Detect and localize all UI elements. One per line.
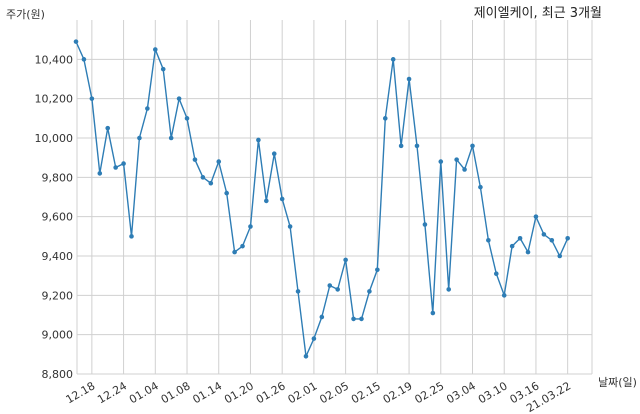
data-point — [327, 283, 333, 288]
data-point — [438, 159, 444, 164]
x-tick-label: 02.19 — [381, 379, 415, 406]
data-point — [97, 171, 103, 176]
data-point — [359, 316, 364, 322]
y-tick-label: 9,400 — [42, 250, 74, 263]
data-point — [192, 157, 198, 162]
x-tick-label: 02.05 — [317, 379, 351, 406]
data-point — [517, 236, 523, 241]
data-point — [137, 135, 142, 141]
data-point — [541, 232, 547, 237]
data-point — [549, 237, 555, 243]
data-point — [208, 180, 214, 186]
data-point — [121, 161, 126, 166]
x-tick-labels: 12.1812.2401.0401.0801.1401.2001.2602.01… — [64, 379, 574, 414]
data-point — [279, 196, 285, 202]
data-point — [446, 287, 452, 292]
y-tick-label: 9,000 — [42, 329, 74, 342]
grid — [76, 20, 593, 375]
x-tick-label: 02.25 — [413, 379, 447, 406]
x-tick-label: 03.04 — [444, 379, 478, 406]
data-point — [478, 184, 483, 190]
data-point — [232, 249, 237, 255]
data-point — [311, 336, 317, 341]
x-tick-label: 02.15 — [349, 379, 383, 406]
series-line — [75, 41, 569, 359]
data-point — [240, 243, 245, 249]
data-point — [73, 39, 79, 44]
x-tick-label: 12.24 — [95, 379, 129, 406]
data-point — [398, 143, 404, 149]
data-point — [486, 237, 491, 243]
x-tick-label: 01.20 — [222, 379, 256, 406]
data-point — [335, 287, 340, 292]
x-tick-label: 01.26 — [254, 379, 288, 406]
data-point — [160, 66, 166, 72]
data-point — [256, 137, 261, 143]
x-axis-label: 날짜(일) — [598, 375, 637, 389]
y-axis-label: 주가(원) — [6, 8, 45, 21]
data-point — [565, 236, 570, 241]
data-point — [145, 106, 150, 111]
data-point — [406, 76, 412, 82]
data-point — [81, 57, 87, 62]
data-point — [470, 143, 475, 149]
y-tick-label: 10,200 — [35, 93, 74, 106]
data-point — [264, 198, 269, 204]
data-point — [295, 289, 301, 294]
y-tick-label: 9,600 — [42, 211, 74, 224]
data-point — [89, 96, 95, 101]
data-point — [375, 267, 380, 273]
data-point — [462, 167, 467, 172]
data-point — [454, 157, 459, 162]
data-point — [105, 125, 111, 131]
chart-title: 제이엘케이, 최근 3개월 — [474, 6, 602, 21]
price-series — [73, 39, 570, 359]
data-point — [248, 224, 253, 229]
data-point — [129, 234, 134, 239]
data-point — [216, 159, 222, 164]
data-point — [557, 253, 563, 259]
data-point — [200, 175, 206, 180]
y-tick-label: 9,800 — [42, 171, 74, 184]
data-point — [271, 151, 277, 157]
data-point — [303, 354, 309, 359]
x-tick-label: 03.10 — [476, 379, 510, 406]
y-tick-label: 8,800 — [42, 368, 74, 381]
data-point — [430, 310, 436, 316]
data-point — [382, 116, 388, 121]
data-point — [287, 224, 293, 229]
x-tick-label: 12.18 — [64, 379, 98, 406]
data-point — [414, 143, 420, 149]
data-point — [168, 135, 174, 141]
y-tick-label: 9,200 — [42, 289, 74, 302]
data-point — [176, 96, 182, 101]
y-tick-labels: 8,800 9,000 9,200 9,400 9,600 9,800 10,000 10,2… — [35, 53, 74, 381]
data-point — [493, 271, 499, 277]
data-point — [525, 249, 531, 255]
y-tick-label: 10,400 — [35, 53, 74, 66]
data-point — [113, 165, 118, 170]
x-tick-label: 01.04 — [127, 379, 161, 406]
data-point — [501, 293, 507, 298]
y-tick-label: 10,000 — [35, 132, 74, 145]
x-tick-label: 02.01 — [286, 379, 320, 406]
data-point — [509, 243, 515, 249]
data-point — [422, 222, 428, 227]
data-point — [184, 116, 190, 121]
data-point — [153, 47, 158, 52]
x-tick-label: 01.08 — [159, 379, 193, 406]
data-point — [224, 190, 229, 196]
data-point — [351, 316, 356, 322]
data-point — [343, 257, 348, 263]
data-point — [390, 57, 396, 62]
data-point — [319, 314, 325, 320]
data-point — [533, 214, 539, 219]
data-point — [367, 289, 372, 294]
x-tick-label: 01.14 — [190, 379, 224, 406]
